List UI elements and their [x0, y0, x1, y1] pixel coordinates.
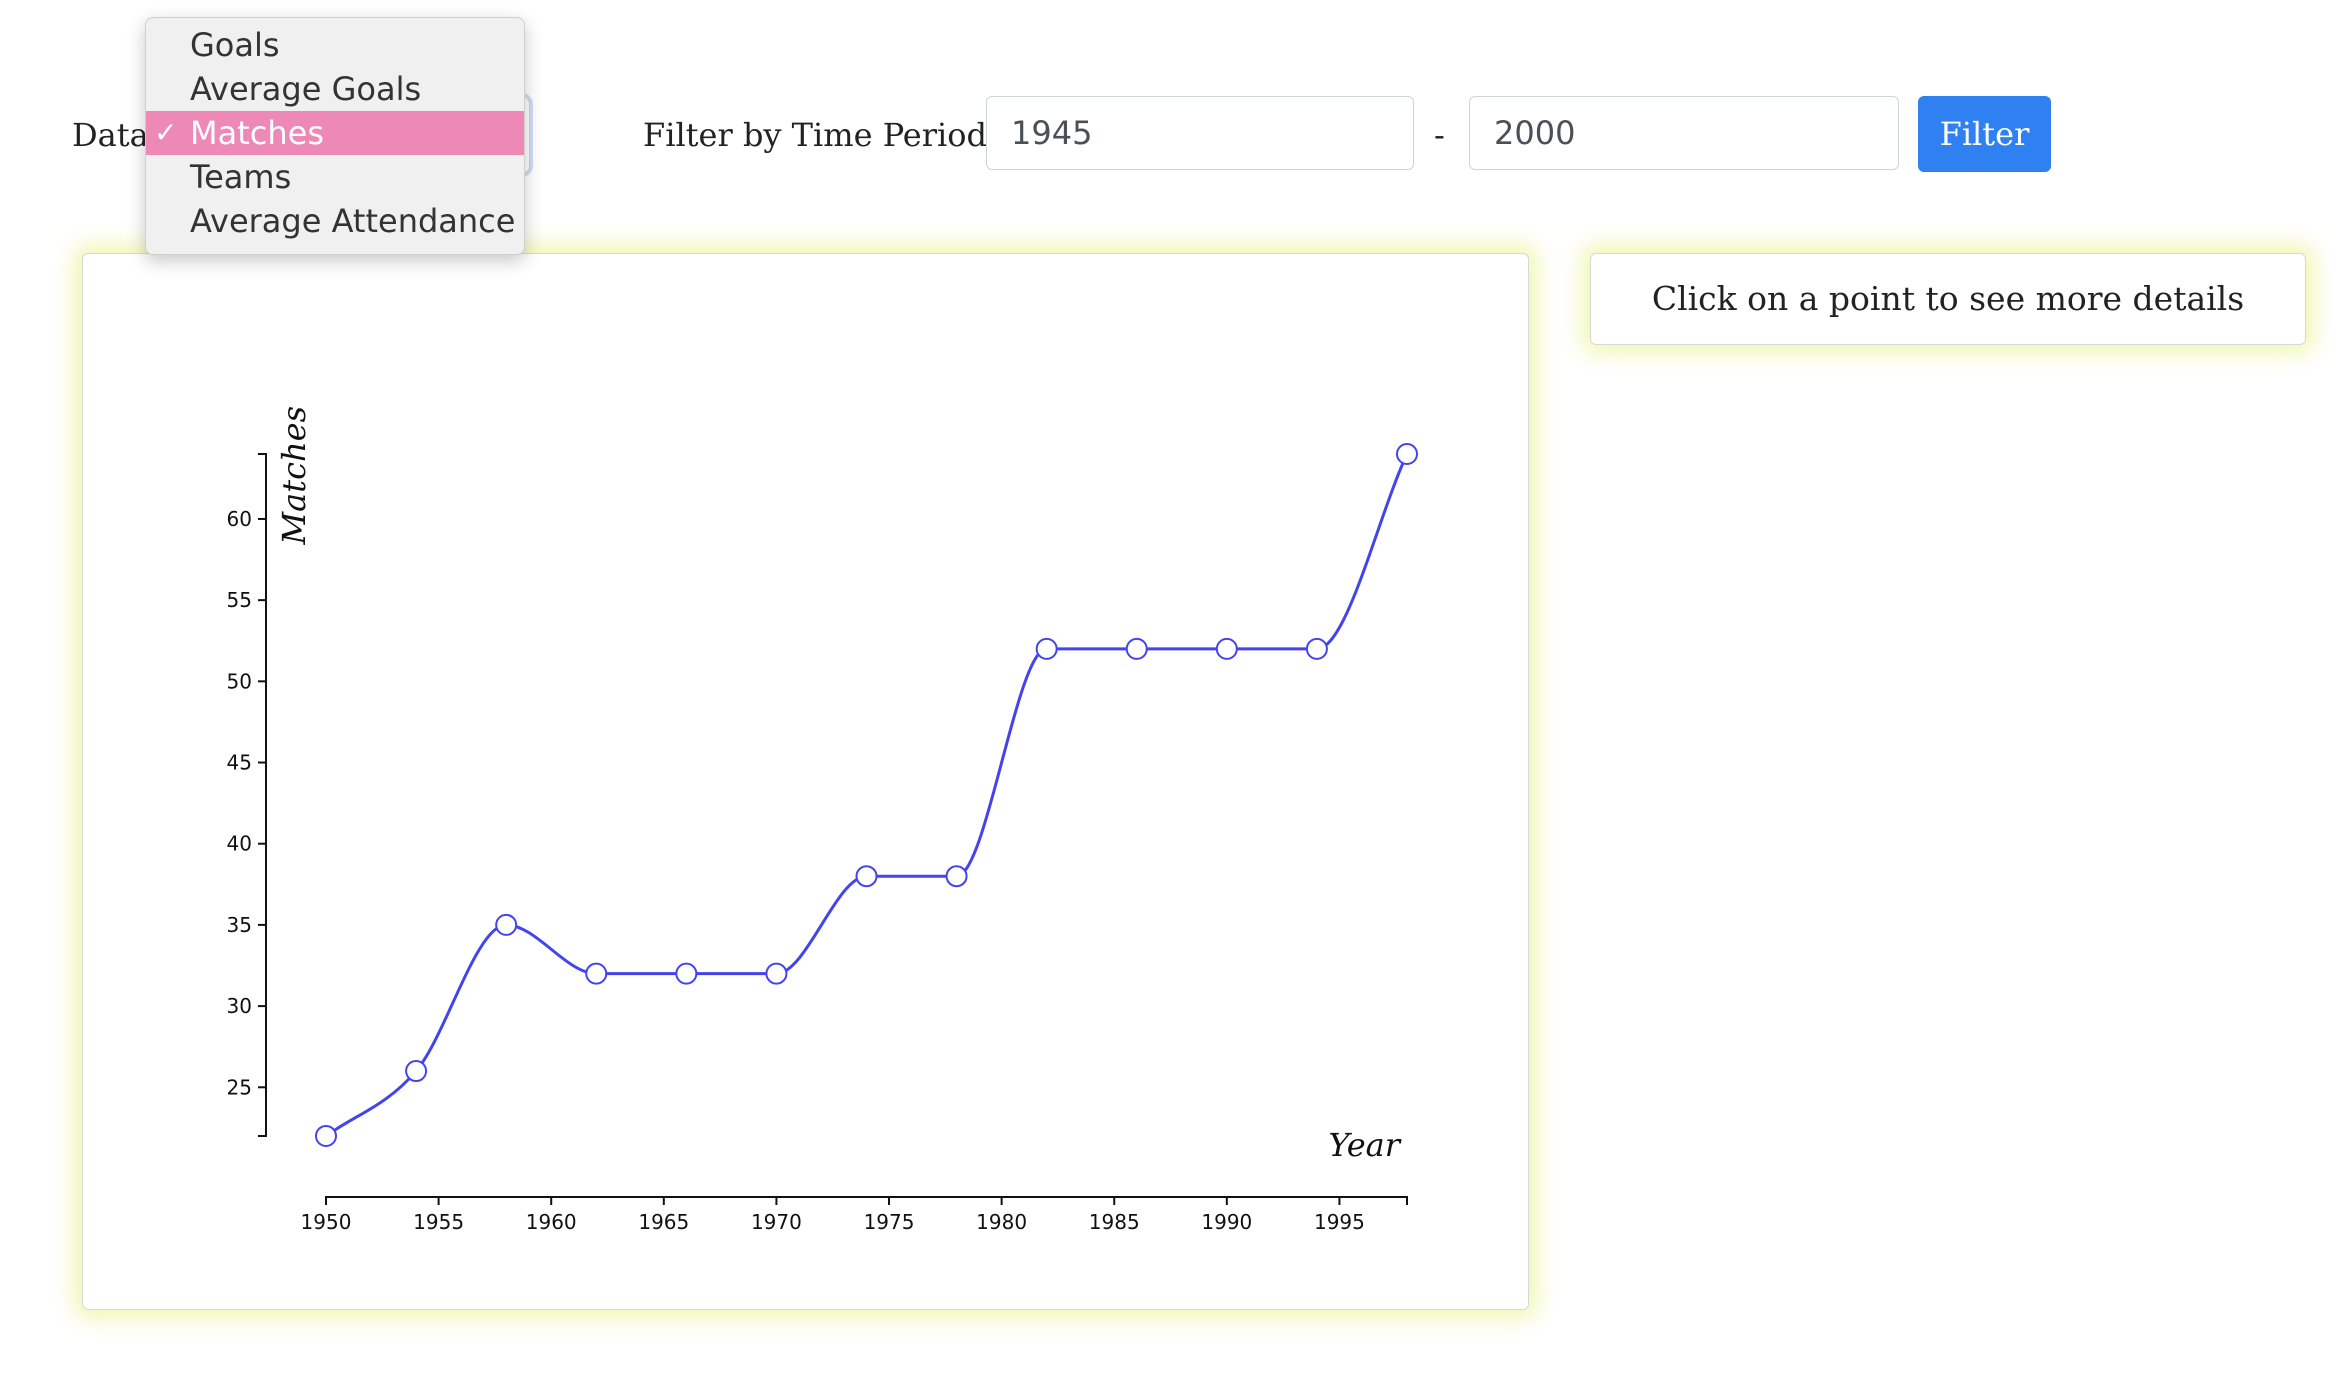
- data-select-label: Data:: [72, 116, 160, 154]
- start-year-input[interactable]: [986, 96, 1414, 170]
- data-point[interactable]: [1215, 637, 1238, 660]
- chart-card: 25 30 35 40 45 50 55 60 1950 1955 1960 1965 1970 1975…: [82, 253, 1529, 1310]
- data-point[interactable]: [855, 865, 878, 888]
- y-tick-label: 50: [227, 669, 252, 693]
- data-option-label: Goals: [190, 26, 280, 64]
- details-placeholder: Click on a point to see more details: [1651, 279, 2245, 318]
- end-year-input[interactable]: [1469, 96, 1899, 170]
- range-separator: -: [1434, 116, 1445, 154]
- data-option-average-attendance[interactable]: Average Attendance: [146, 199, 524, 243]
- x-tick-label: 1975: [864, 1210, 915, 1234]
- x-tick-label: 1985: [1089, 1210, 1140, 1234]
- x-tick-label: 1960: [526, 1210, 577, 1234]
- x-tick-label: 1980: [976, 1210, 1027, 1234]
- x-axis-line: [325, 1196, 1408, 1205]
- data-point[interactable]: [585, 962, 608, 985]
- x-tick-label: 1955: [413, 1210, 464, 1234]
- data-point[interactable]: [675, 962, 698, 985]
- data-option-average-goals[interactable]: Average Goals: [146, 67, 524, 111]
- data-point[interactable]: [405, 1060, 428, 1083]
- data-point[interactable]: [1396, 443, 1418, 465]
- matches-line-chart: 25 30 35 40 45 50 55 60 1950 1955 1960 1965 1970 1975…: [227, 406, 1418, 1234]
- x-tick-label: 1995: [1314, 1210, 1365, 1234]
- y-tick-label: 55: [227, 588, 252, 612]
- data-option-goals[interactable]: Goals: [146, 23, 524, 67]
- data-option-teams[interactable]: Teams: [146, 155, 524, 199]
- x-tick-label: 1970: [751, 1210, 802, 1234]
- y-tick-label: 30: [227, 994, 252, 1018]
- y-axis-title: Matches: [275, 406, 313, 546]
- y-tick-label: 40: [227, 832, 252, 856]
- data-point[interactable]: [765, 962, 788, 985]
- filter-button[interactable]: Filter: [1918, 96, 2051, 172]
- data-point[interactable]: [1305, 637, 1328, 660]
- filter-time-period-label: Filter by Time Period:: [643, 116, 998, 154]
- x-tick-label: 1950: [301, 1210, 352, 1234]
- data-option-label: Teams: [190, 158, 292, 196]
- y-tick-label: 25: [227, 1075, 252, 1099]
- data-point[interactable]: [1035, 637, 1058, 660]
- x-axis-title: Year: [1328, 1126, 1401, 1164]
- data-point[interactable]: [495, 913, 518, 936]
- x-tick-label: 1965: [638, 1210, 689, 1234]
- y-axis-line: [258, 453, 267, 1137]
- data-option-matches[interactable]: ✓ Matches: [146, 111, 524, 155]
- data-point[interactable]: [315, 1125, 337, 1147]
- y-tick-label: 45: [227, 751, 252, 775]
- data-point[interactable]: [1125, 637, 1148, 660]
- y-tick-label: 60: [227, 507, 252, 531]
- x-tick-label: 1990: [1201, 1210, 1252, 1234]
- series-line: [325, 453, 1409, 1138]
- data-option-label: Average Goals: [190, 70, 422, 108]
- data-point[interactable]: [945, 865, 968, 888]
- checkmark-icon: ✓: [154, 116, 178, 149]
- y-tick-label: 35: [227, 913, 252, 937]
- data-option-label: Matches: [190, 114, 324, 152]
- data-option-label: Average Attendance: [190, 202, 516, 240]
- details-panel: Click on a point to see more details: [1590, 253, 2306, 345]
- data-select-dropdown[interactable]: Goals Average Goals ✓ Matches Teams Average A…: [145, 17, 525, 255]
